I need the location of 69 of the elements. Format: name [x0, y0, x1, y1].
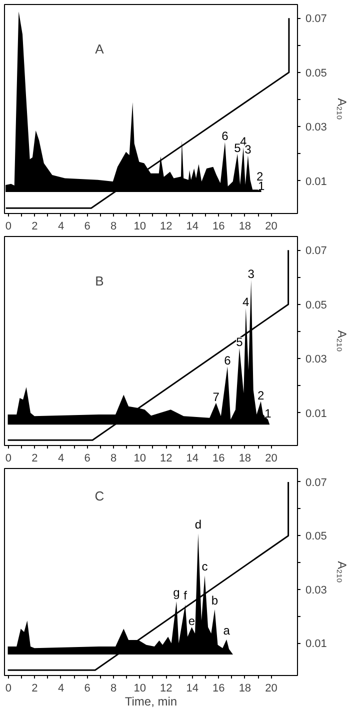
y-tick-label: 0.07	[306, 476, 327, 489]
x-tick-label: 8	[110, 220, 117, 232]
x-tick-label: 14	[186, 452, 199, 464]
y-tick-label: 0.07	[306, 245, 327, 258]
x-tick-label: 4	[58, 682, 64, 694]
annotation: 5	[236, 335, 244, 350]
x-tick-label: 16	[212, 682, 225, 694]
x-tick-label: 10	[134, 452, 146, 464]
annotation: e	[188, 614, 196, 628]
x-tick-label: 8	[110, 452, 117, 464]
annotation: 6	[222, 129, 229, 144]
annotation: b	[211, 593, 218, 608]
x-tick-label: 4	[58, 220, 64, 232]
x-tick-label: 10	[134, 682, 146, 694]
x-tick-label: 6	[84, 220, 90, 232]
annotation: a	[223, 623, 230, 638]
annotation: 7	[212, 390, 220, 404]
y-tick-label: 0.05	[306, 299, 327, 312]
annotation: A	[95, 42, 104, 56]
x-tick-label: 0	[5, 220, 12, 232]
y-tick-label: 0.05	[306, 67, 327, 80]
x-tick-label: 16	[212, 452, 225, 464]
x-tick-label: 6	[84, 682, 90, 694]
x-tick-label: 18	[238, 682, 252, 694]
y-tick-label: 0.07	[306, 13, 327, 26]
x-tick-label: 6	[84, 452, 90, 464]
x-tick-label: 14	[186, 220, 199, 232]
x-tick-label: 20	[265, 682, 278, 694]
x-tick-label: 20	[265, 220, 278, 232]
annotation: 5	[234, 140, 242, 155]
annotation: 3	[248, 266, 255, 281]
x-tick-label: 10	[134, 220, 146, 232]
y-tick-label: 0.01	[306, 638, 327, 650]
annotation: 1	[264, 406, 272, 420]
y-axis-title: A₂₁₀	[334, 561, 349, 583]
annotation: d	[194, 518, 202, 532]
x-tick-label: 12	[160, 220, 172, 232]
y-tick-label: 0.03	[306, 354, 327, 366]
y-axis-title: A₂₁₀	[334, 330, 349, 352]
annotation: 6	[224, 354, 232, 368]
y-tick-label: 0.05	[306, 530, 327, 543]
y-tick-label: 0.03	[306, 584, 327, 596]
annotation: g	[173, 585, 180, 600]
annotation: 2	[258, 388, 265, 402]
x-tick-label: 16	[212, 220, 225, 232]
x-tick-label: 2	[32, 682, 38, 694]
y-tick-label: 0.01	[306, 408, 327, 420]
x-tick-label: 4	[58, 452, 64, 464]
x-tick-label: 2	[32, 452, 38, 464]
y-tick-label: 0.03	[306, 122, 327, 134]
x-tick-label: 20	[265, 452, 278, 464]
annotation: C	[94, 488, 104, 504]
y-axis-title: A₂₁₀	[334, 98, 349, 120]
x-tick-label: 14	[186, 682, 199, 694]
annotation: f	[184, 588, 188, 603]
x-tick-label: 12	[160, 452, 172, 464]
annotation: c	[202, 559, 208, 574]
x-tick-label: 8	[110, 682, 117, 694]
annotation: 4	[242, 295, 250, 310]
annotation: B	[95, 274, 104, 288]
x-tick-label: 0	[5, 452, 12, 464]
y-tick-label: 0.01	[306, 176, 327, 188]
x-tick-label: 2	[32, 220, 38, 232]
annotation: 1	[258, 179, 266, 194]
x-tick-label: 18	[238, 452, 252, 464]
x-tick-label: 12	[160, 682, 172, 694]
x-axis-title: Time, min	[124, 694, 178, 708]
x-tick-label: 18	[238, 220, 252, 232]
x-tick-label: 0	[5, 682, 12, 694]
